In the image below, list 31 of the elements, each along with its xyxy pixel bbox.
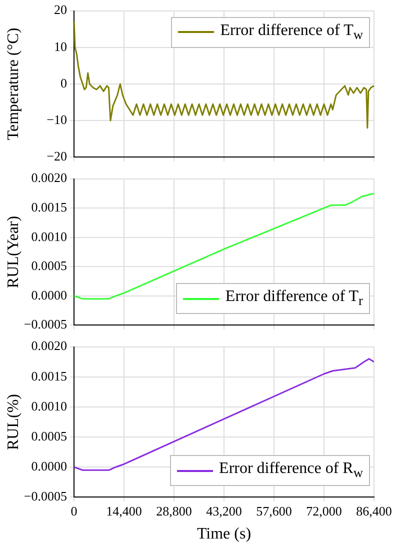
y-tick-label: −10 xyxy=(46,112,67,128)
legend-label: Error difference of R$_{w}$ xyxy=(219,460,363,482)
y-tick-label: 0.0000 xyxy=(31,287,67,302)
legend-label: Error difference of T$_{w}$ xyxy=(220,22,363,43)
x-axis-title: Time (s) xyxy=(196,526,252,543)
y-tick-label: −20 xyxy=(46,148,67,164)
y-tick-label: −0.0005 xyxy=(24,488,67,504)
y-tick-label: 0.0005 xyxy=(31,428,67,444)
y-tick-label: 0.0015 xyxy=(31,200,67,214)
y-tick-label: 0.0000 xyxy=(31,458,67,474)
y-tick-label: 20 xyxy=(54,2,67,18)
y-tick-label: 0.0005 xyxy=(31,258,67,274)
y-tick-label: 10 xyxy=(54,38,67,54)
x-tick-label: 86,400 xyxy=(356,503,392,518)
y-axis-title: RUL(Year) xyxy=(4,216,22,288)
y-tick-label: 0.0010 xyxy=(31,398,67,414)
x-tick-label: 43,200 xyxy=(206,503,242,518)
y-tick-label: 0.0015 xyxy=(31,368,67,384)
y-axis-title: Temperature (°C) xyxy=(4,28,22,140)
y-tick-label: 0.0020 xyxy=(31,338,67,354)
y-tick-label: 0.0010 xyxy=(31,228,67,244)
y-axis-title: RUL(%) xyxy=(4,394,22,450)
x-tick-label: 72,000 xyxy=(306,503,342,518)
legend-label: Error difference of T$_{r}$ xyxy=(225,288,363,310)
y-tick-label: −0.0005 xyxy=(24,316,67,332)
y-tick-label: 0 xyxy=(60,75,67,90)
y-tick-label: 0.0020 xyxy=(31,170,67,186)
x-tick-label: 28,800 xyxy=(156,503,192,518)
x-tick-label: 57,600 xyxy=(256,503,292,518)
x-tick-label: 0 xyxy=(70,503,78,518)
x-tick-label: 14,400 xyxy=(106,503,142,518)
